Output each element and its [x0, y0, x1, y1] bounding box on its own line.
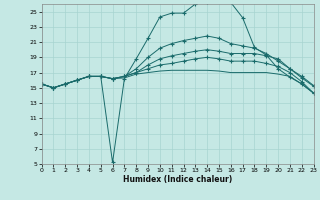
X-axis label: Humidex (Indice chaleur): Humidex (Indice chaleur) — [123, 175, 232, 184]
